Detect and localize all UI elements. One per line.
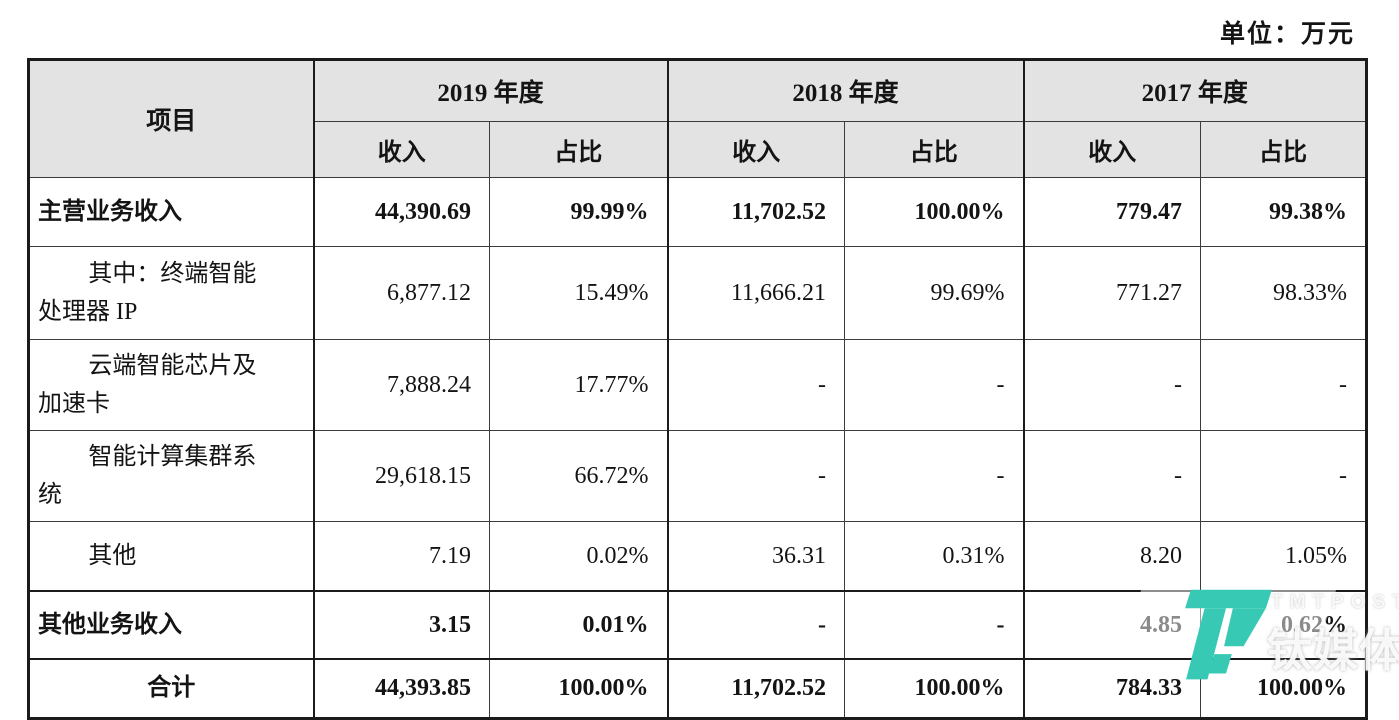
cell-2017-share: 98.33% [1200,246,1368,340]
cell-2018-income: - [666,590,846,660]
cell-2017-share: - [1200,430,1368,522]
header-2018: 2018 年度 [666,59,1025,122]
row-label: 其中：终端智能 处理器 IP [28,246,314,340]
row-cluster-system: 智能计算集群系 统 29,618.15 66.72% - - - - [28,430,1368,522]
cell-2017-share: 100.00% [1200,658,1368,719]
revenue-table: 项目 2019 年度 2018 年度 2017 年度 收入 占比 收入 占比 收… [27,58,1369,720]
cell-2019-share: 0.01% [488,590,669,660]
unit-label: 单位：万元 [1219,21,1355,48]
row-other-business: 其他业务收入 3.15 0.01% - - 4.85 0.62% [28,590,1368,660]
cell-2017-income: 4.85 [1022,590,1202,660]
subheader-2018-income: 收入 [666,121,846,178]
cell-2019-share: 66.72% [488,430,669,522]
cell-2019-share: 0.02% [488,521,669,592]
cell-2017-income: 779.47 [1022,177,1202,247]
cell-2018-share: - [844,590,1025,660]
cell-2018-share: 100.00% [844,658,1025,719]
row-label: 其他业务收入 [28,590,314,660]
cell-2017-share: 0.62% [1200,590,1368,660]
cell-2019-income: 7.19 [312,521,490,592]
cell-2017-income: 771.27 [1022,246,1202,340]
row-label-text: 其他业务收入 [38,611,182,638]
header-2019: 2019 年度 [312,59,669,122]
row-label: 其他 [28,521,314,592]
cell-2018-income: 11,702.52 [666,177,846,247]
cell-2019-income: 44,390.69 [312,177,490,247]
cell-2019-income: 29,618.15 [312,430,490,522]
cell-2019-share: 15.49% [488,246,669,340]
header-row-years: 项目 2019 年度 2018 年度 2017 年度 [28,59,1368,178]
row-label-text: 其他 [88,542,137,569]
cell-2019-income: 3.15 [312,590,490,660]
cell-2017-income: - [1022,430,1202,522]
cell-2018-income: 36.31 [666,521,846,592]
header-item: 项目 [28,59,314,178]
cell-2018-income: - [666,339,846,431]
subheader-2019-income: 收入 [312,121,490,178]
header-2017: 2017 年度 [1022,59,1368,122]
row-label-text: 云端智能芯片及 [88,352,257,379]
row-label-text: 主营业务收入 [38,198,182,225]
cell-2018-share: - [844,430,1025,522]
cell-2019-share: 100.00% [488,658,669,719]
cell-2018-share: 99.69% [844,246,1025,340]
subheader-2017-share: 占比 [1200,121,1368,178]
subheader-2017-income: 收入 [1022,121,1202,178]
row-other: 其他 7.19 0.02% 36.31 0.31% 8.20 1.05% [28,521,1368,592]
row-main-revenue: 主营业务收入 44,390.69 99.99% 11,702.52 100.00… [28,177,1368,247]
cell-2019-share: 99.99% [488,177,669,247]
cell-2018-share: 100.00% [844,177,1025,247]
row-total: 合计 44,393.85 100.00% 11,702.52 100.00% 7… [28,658,1368,719]
row-label: 智能计算集群系 统 [28,430,314,522]
row-label: 云端智能芯片及 加速卡 [28,339,314,431]
cell-2019-income: 6,877.12 [312,246,490,340]
row-label-text: 加速卡 [38,391,110,417]
cell-2017-income: 784.33 [1022,658,1202,719]
subheader-2018-share: 占比 [844,121,1025,178]
cell-2018-share: 0.31% [844,521,1025,592]
row-label-text: 合计 [147,675,196,702]
cell-2017-income: - [1022,339,1202,431]
row-label: 主营业务收入 [28,177,314,247]
row-label-text: 统 [38,482,62,508]
row-label-text: 其中：终端智能 [88,260,257,287]
cell-2017-share: - [1200,339,1368,431]
header-row-metrics: 收入 占比 收入 占比 收入 占比 [29,121,1368,178]
row-terminal-ip: 其中：终端智能 处理器 IP 6,877.12 15.49% 11,666.21… [28,246,1368,340]
cell-2018-income: 11,702.52 [666,658,846,719]
row-cloud-chip: 云端智能芯片及 加速卡 7,888.24 17.77% - - - - [28,339,1368,431]
row-label-text: 处理器 IP [38,299,138,325]
cell-2018-income: - [666,430,846,522]
subheader-2019-share: 占比 [488,121,669,178]
cell-2019-income: 7,888.24 [312,339,490,431]
cell-2018-income: 11,666.21 [666,246,846,340]
cell-2017-income: 8.20 [1022,521,1202,592]
cell-2017-share: 1.05% [1200,521,1368,592]
cell-2017-share: 99.38% [1200,177,1368,247]
row-label: 合计 [28,658,314,719]
cell-2018-share: - [844,339,1025,431]
cell-2019-income: 44,393.85 [312,658,490,719]
row-label-text: 智能计算集群系 [88,443,257,470]
cell-2019-share: 17.77% [488,339,669,431]
